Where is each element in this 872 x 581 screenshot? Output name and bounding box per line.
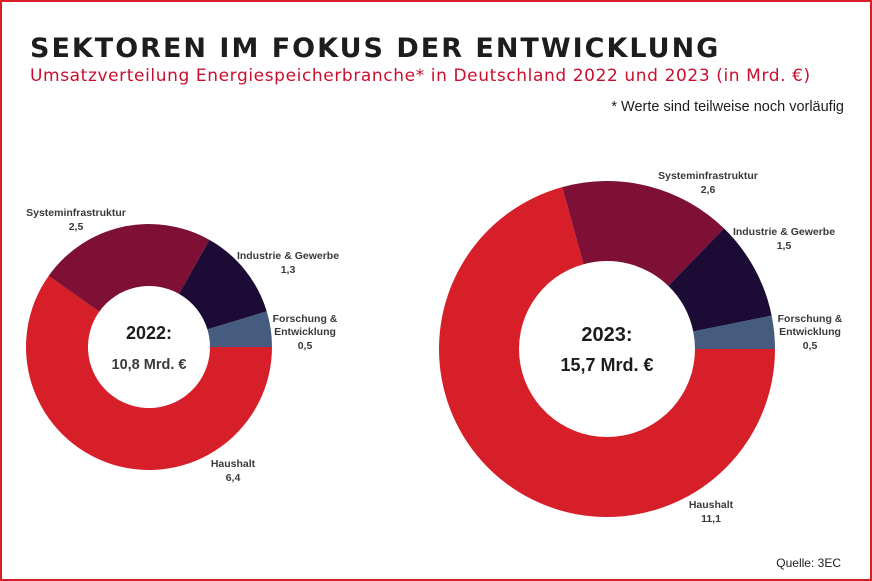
page-title: SEKTOREN IM FOKUS DER ENTWICKLUNG	[30, 33, 721, 64]
donut-center-year: 2022:	[126, 323, 172, 343]
donut-2023-slice-forschung-entwicklung	[693, 315, 775, 349]
label-2022-systeminfrastruktur: Systeminfrastruktur 2,5	[26, 207, 126, 233]
donut-center-year: 2023:	[581, 324, 632, 346]
label-2023-systeminfrastruktur: Systeminfrastruktur 2,6	[658, 170, 758, 196]
label-2023-industrie-gewerbe: Industrie & Gewerbe 1,5	[733, 226, 835, 252]
label-2023-haushalt: Haushalt 11,1	[689, 499, 734, 525]
label-2022-haushalt: Haushalt 6,4	[211, 458, 256, 484]
label-2023-forschung-entwicklung: Forschung & Entwicklung 0,5	[778, 313, 843, 352]
donut-2022-slice-forschung-entwicklung	[207, 311, 272, 347]
donut-2023-slice-haushalt	[439, 187, 775, 518]
label-2022-industrie-gewerbe: Industrie & Gewerbe 1,3	[237, 250, 339, 276]
donut-2023-slice-systeminfrastruktur	[562, 180, 724, 286]
label-2022-forschung-entwicklung: Forschung & Entwicklung 0,5	[273, 313, 338, 352]
donut-2022-slice-systeminfrastruktur	[48, 223, 210, 312]
footnote: * Werte sind teilweise noch vorläufig	[611, 99, 844, 115]
donut-center-total: 10,8 Mrd. €	[112, 357, 187, 373]
chart-subtitle: Umsatzverteilung Energiespeicherbranche*…	[30, 66, 811, 86]
donut-2022-slice-industrie-gewerbe	[178, 239, 267, 330]
donut-center-total: 15,7 Mrd. €	[560, 355, 653, 375]
donut-2023-slice-industrie-gewerbe	[668, 228, 772, 332]
source-note: Quelle: 3EC	[776, 556, 841, 570]
donut-2022-slice-haushalt	[25, 275, 273, 470]
